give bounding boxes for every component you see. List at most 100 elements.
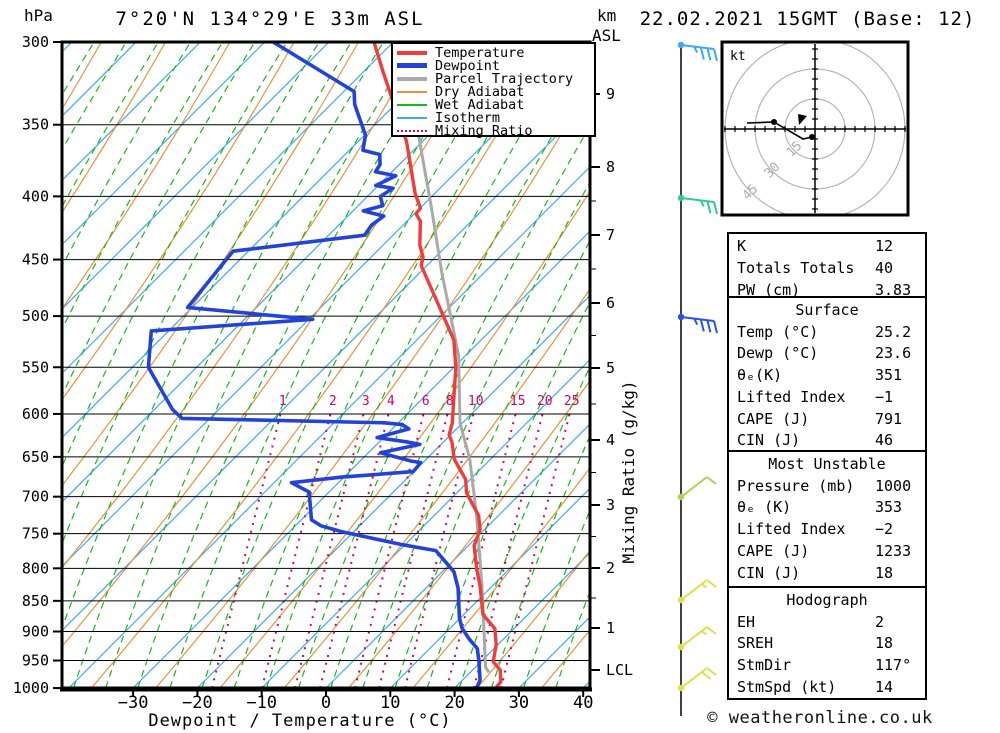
info-row-label: StmSpd (kt) (737, 677, 837, 696)
info-row-label: K (737, 237, 747, 255)
info-row-label: CIN (J) (737, 563, 801, 582)
info-row-value: 12 (875, 237, 894, 255)
svg-text:30: 30 (509, 693, 529, 713)
legend-swatch-wet-adiabat (397, 103, 427, 106)
lcl-label: LCL (606, 661, 633, 679)
svg-text:450: 450 (22, 251, 49, 269)
info-row: CAPE (J) 1233 (729, 541, 925, 563)
legend-item: Parcel Trajectory (397, 71, 594, 87)
wet-adiabat-line (201, 42, 513, 688)
temperature-curve (372, 42, 503, 688)
wet-adiabat-line (394, 239, 590, 688)
isotherm-line (62, 42, 201, 182)
svg-text:−10: −10 (246, 693, 277, 713)
svg-text:3: 3 (362, 394, 370, 409)
info-row-label: StmDir (737, 656, 792, 675)
svg-text:1: 1 (279, 394, 287, 409)
temperature-axis: −30 −20 −10 0 10 20 30 40 (118, 691, 593, 713)
svg-text:700: 700 (22, 488, 49, 506)
legend-label: Dry Adiabat (435, 83, 525, 100)
legend-label: Isotherm (435, 109, 501, 126)
info-row-value: 18 (875, 634, 894, 653)
info-row: K 12 (729, 236, 925, 258)
svg-text:6: 6 (606, 294, 615, 312)
info-row-value: −2 (875, 520, 894, 539)
hodograph-unit-label: kt (730, 49, 746, 64)
dry-adiabat-line (62, 42, 424, 569)
dry-adiabat-line (62, 42, 102, 111)
info-row-value: 1000 (875, 476, 912, 495)
svg-text:25: 25 (564, 394, 580, 409)
dry-adiabat-line (283, 287, 590, 688)
svg-text:3: 3 (606, 496, 615, 514)
svg-text:5: 5 (606, 359, 615, 377)
info-row: CAPE (J) 791 (729, 409, 925, 431)
dry-adiabat-line (412, 466, 590, 688)
wet-adiabat-line (458, 365, 590, 688)
km-axis: 9 8 7 6 5 4 3 2 1 LCL (590, 85, 633, 679)
wet-adiabat-line (426, 300, 590, 688)
info-row-value: 40 (875, 258, 894, 277)
info-row-label: SREH (737, 634, 774, 653)
info-row: Dewp (°C) 23.6 (729, 343, 925, 365)
info-row: Pressure (mb) 1000 (729, 476, 925, 498)
legend-item: Temperature (397, 44, 594, 61)
svg-text:900: 900 (22, 623, 49, 641)
legend-label: Dewpoint (435, 57, 501, 74)
hodograph-frame (720, 40, 910, 217)
info-row-value: −1 (875, 387, 894, 406)
svg-text:850: 850 (22, 592, 49, 610)
wet-adiabat-line (362, 181, 590, 688)
legend-swatch-isotherm (397, 116, 427, 119)
info-row-label: θₑ(K) (737, 366, 783, 385)
dry-adiabat-line (62, 42, 360, 487)
info-row-value: 2 (875, 612, 885, 631)
isotherm-line (68, 165, 590, 688)
legend-swatch-parcel-trajectory (397, 76, 427, 81)
wet-adiabat-line (62, 42, 256, 398)
info-row-label: Lifted Index (737, 387, 846, 406)
legend-item: Isotherm (397, 109, 594, 126)
info-box-most-unstable: Most Unstable Pressure (mb) 1000 θₑ (K) 353 L… (727, 450, 927, 588)
legend-swatch-mixing-ratio (397, 129, 427, 132)
info-row-value: 351 (875, 366, 903, 385)
svg-text:650: 650 (22, 448, 49, 466)
wet-adiabat-line (62, 42, 320, 546)
info-row-value: 117° (875, 656, 912, 675)
info-row-value: 1233 (875, 541, 912, 560)
info-box-surface: Surface Temp (°C) 25.2 Dewp (°C) 23.6 θₑ(K) 35… (727, 296, 927, 452)
info-row-label: CAPE (J) (737, 409, 810, 428)
isotherm-line (62, 42, 330, 310)
dry-adiabat-line (155, 85, 590, 688)
info-row-label: Lifted Index (737, 520, 846, 539)
legend-label: Temperature (435, 44, 525, 61)
run-date-title: 22.02.2021 15GMT (Base: 12) (639, 8, 976, 30)
info-box-hodograph: Hodograph EH 2 SREH 18 StmDir 117° StmSpd (kt) 1… (727, 586, 927, 700)
isotherm-line (62, 42, 394, 375)
legend-swatch-temperature (397, 50, 427, 55)
info-row-value: 353 (875, 498, 903, 517)
info-row-value: 25.2 (875, 322, 912, 341)
wet-adiabat-line (105, 42, 417, 688)
isotherm-line (62, 42, 587, 568)
altitude-axis-unit-asl: ASL (592, 26, 621, 45)
x-axis-title: Dewpoint / Temperature (°C) (148, 711, 451, 731)
wet-adiabat-line (62, 42, 352, 630)
wind-barb (677, 41, 718, 62)
dry-adiabat-line (62, 42, 231, 310)
svg-text:550: 550 (22, 358, 49, 376)
info-row-value: 791 (875, 409, 903, 428)
altitude-axis-unit-km: km (597, 6, 617, 25)
info-row-label: CAPE (J) (737, 541, 810, 560)
storm-motion-marker (798, 114, 807, 125)
copyright-credit: © weatheronline.co.uk (707, 708, 933, 728)
hodograph-trace (746, 121, 813, 140)
svg-text:400: 400 (22, 187, 49, 205)
svg-text:−20: −20 (182, 693, 213, 713)
svg-text:20: 20 (537, 394, 553, 409)
info-row: θₑ (K) 353 (729, 497, 925, 519)
info-row: StmSpd (kt) 14 (729, 677, 925, 699)
wet-adiabat-line (169, 42, 481, 688)
info-row: StmDir 117° (729, 655, 925, 677)
